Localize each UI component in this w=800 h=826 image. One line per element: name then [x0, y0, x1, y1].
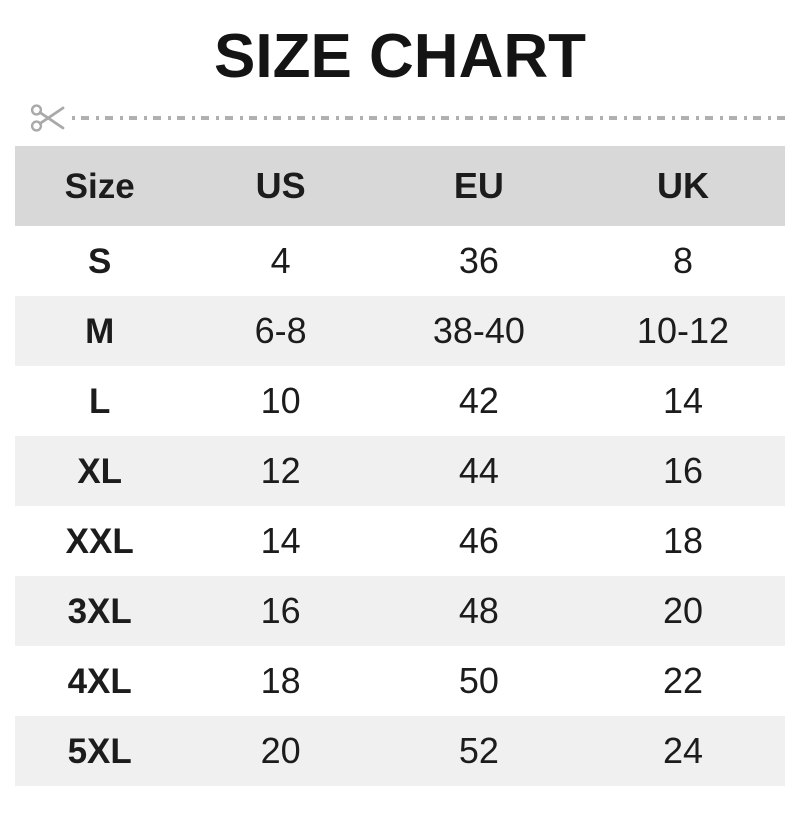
uk-cell: 24 [662, 730, 703, 771]
uk-cell: 20 [662, 590, 703, 631]
us-cell: 16 [260, 590, 301, 631]
table-row: XL 12 44 16 [15, 436, 785, 506]
header-cell-us: US [255, 165, 306, 206]
table-row: 3XL 16 48 20 [15, 576, 785, 646]
scissors-icon [30, 104, 65, 132]
table-row: S 4 36 8 [15, 226, 785, 296]
header-cell-eu: EU [453, 165, 504, 206]
uk-cell: 14 [662, 380, 703, 421]
table-row: M 6-8 38-40 10-12 [15, 296, 785, 366]
size-cell: 3XL [67, 591, 132, 631]
size-cell: M [85, 311, 115, 351]
eu-cell: 36 [458, 240, 499, 281]
eu-cell: 46 [458, 520, 499, 561]
eu-cell: 44 [458, 450, 499, 491]
uk-cell: 16 [662, 450, 703, 491]
page-title: SIZE CHART [214, 22, 586, 91]
table-row: XXL 14 46 18 [15, 506, 785, 576]
us-cell: 6-8 [254, 310, 307, 351]
size-cell: L [89, 381, 111, 421]
uk-cell: 22 [662, 660, 703, 701]
eu-cell: 50 [458, 660, 499, 701]
uk-cell: 18 [662, 520, 703, 561]
header-cell-uk: UK [656, 165, 709, 206]
table-row: 4XL 18 50 22 [15, 646, 785, 716]
us-cell: 10 [260, 380, 301, 421]
us-cell: 4 [270, 240, 291, 281]
size-cell: XXL [65, 521, 134, 561]
size-table: Size US EU UK S 4 36 8 M 6-8 38-40 10-12… [15, 146, 785, 786]
table-header-row: Size US EU UK [15, 146, 785, 226]
us-cell: 18 [260, 660, 301, 701]
us-cell: 14 [260, 520, 301, 561]
us-cell: 20 [260, 730, 301, 771]
uk-cell: 10-12 [636, 310, 729, 351]
table-row: L 10 42 14 [15, 366, 785, 436]
size-cell: XL [77, 451, 123, 491]
eu-cell: 42 [458, 380, 499, 421]
uk-cell: 8 [672, 240, 693, 281]
eu-cell: 48 [458, 590, 499, 631]
cut-dash-line [72, 116, 792, 120]
size-cell: S [88, 241, 112, 281]
eu-cell: 38-40 [432, 310, 525, 351]
table-row: 5XL 20 52 24 [15, 716, 785, 786]
size-cell: 5XL [67, 731, 132, 771]
size-cell: 4XL [67, 661, 132, 701]
us-cell: 12 [260, 450, 301, 491]
cut-line [30, 99, 792, 137]
eu-cell: 52 [458, 730, 499, 771]
header-cell-size: Size [64, 166, 135, 206]
